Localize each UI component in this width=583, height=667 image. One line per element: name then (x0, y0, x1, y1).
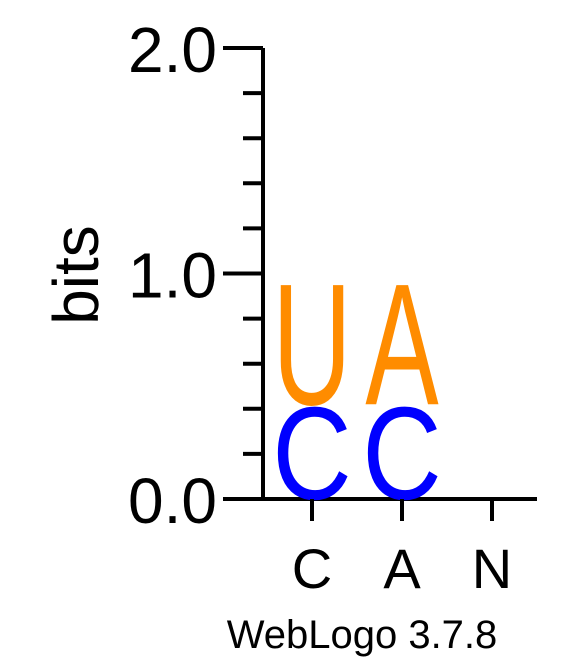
y-tick-label: 0.0 (128, 465, 217, 537)
x-tick-label: A (383, 537, 421, 600)
weblogo-credit: WebLogo 3.7.8 (227, 613, 498, 657)
y-tick-label: 1.0 (128, 240, 217, 312)
y-axis-label: bits (40, 225, 112, 325)
logo-letter-u: U (272, 248, 351, 441)
logo-letter-a: A (365, 248, 439, 441)
x-tick-label: C (292, 537, 332, 600)
y-axis-ticks: 0.0 1.0 2.0 (128, 14, 263, 537)
x-tick-label: N (472, 537, 512, 600)
y-tick-label: 2.0 (128, 14, 217, 86)
